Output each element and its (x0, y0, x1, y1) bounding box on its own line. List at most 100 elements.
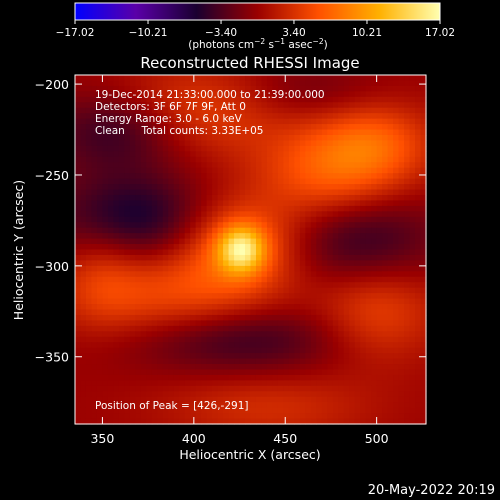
heatmap-cell (245, 309, 252, 316)
heatmap-cell (245, 249, 252, 256)
heatmap-cell (261, 96, 268, 103)
heatmap-cell (343, 200, 350, 207)
heatmap-cell (327, 320, 334, 327)
heatmap-cell (294, 107, 301, 114)
heatmap-cell (321, 287, 328, 294)
heatmap-cell (118, 385, 125, 392)
heatmap-cell (75, 222, 82, 229)
plot-area: 350 400 450 500 −200−250−300−350 (35, 74, 427, 446)
heatmap-cell (360, 331, 367, 338)
heatmap-cell (316, 145, 323, 152)
heatmap-cell (283, 184, 290, 191)
heatmap-cell (102, 75, 109, 82)
heatmap-cell (228, 189, 235, 196)
heatmap-cell (409, 391, 416, 398)
heatmap-cell (376, 342, 383, 349)
heatmap-cell (190, 124, 197, 131)
heatmap-cell (245, 369, 252, 376)
heatmap-cell (305, 353, 312, 360)
heatmap-cell (239, 374, 246, 381)
heatmap-cell (190, 178, 197, 185)
heatmap-cell (80, 418, 87, 425)
heatmap-cell (228, 271, 235, 278)
heatmap-cell (162, 320, 169, 327)
heatmap-cell (124, 189, 131, 196)
heatmap-cell (305, 265, 312, 272)
heatmap-cell (316, 347, 323, 354)
heatmap-cell (245, 184, 252, 191)
heatmap-cell (277, 200, 284, 207)
heatmap-cell (288, 309, 295, 316)
heatmap-cell (212, 75, 219, 82)
heatmap-cell (239, 162, 246, 169)
heatmap-cell (157, 293, 164, 300)
heatmap-cell (376, 102, 383, 109)
heatmap-cell (228, 374, 235, 381)
heatmap-cell (288, 173, 295, 180)
heatmap-cell (96, 184, 104, 191)
heatmap-cell (107, 320, 114, 327)
heatmap-cell (91, 75, 98, 82)
heatmap-cell (80, 118, 87, 125)
heatmap-cell (349, 331, 356, 338)
heatmap-cell (354, 282, 361, 289)
heatmap-cell (206, 194, 213, 202)
heatmap-cell (310, 80, 317, 87)
heatmap-cell (299, 249, 306, 256)
heatmap-cell (157, 282, 164, 289)
heatmap-cell (420, 309, 427, 316)
heatmap-cell (228, 124, 235, 131)
heatmap-cell (387, 287, 394, 294)
heatmap-cell (118, 96, 125, 103)
heatmap-cell (179, 320, 186, 327)
heatmap-cell (234, 118, 241, 125)
heatmap-cell (157, 358, 164, 365)
heatmap-cell (206, 107, 213, 114)
heatmap-cell (305, 249, 312, 256)
heatmap-cell (146, 194, 153, 202)
heatmap-cell (96, 304, 104, 311)
heatmap-cell (179, 287, 186, 294)
heatmap-cell (343, 118, 350, 125)
heatmap-cell (157, 102, 164, 109)
heatmap-cell (393, 124, 400, 131)
heatmap-cell (113, 385, 120, 392)
heatmap-cell (157, 385, 164, 392)
heatmap-cell (168, 374, 175, 381)
heatmap-cell (107, 254, 114, 261)
heatmap-cell (239, 145, 246, 152)
heatmap-cell (321, 276, 328, 283)
heatmap-cell (107, 369, 114, 376)
heatmap-cell (283, 102, 290, 109)
heatmap-cell (223, 173, 230, 180)
heatmap-cell (91, 200, 98, 207)
heatmap-cell (245, 113, 252, 120)
heatmap-cell (266, 418, 274, 425)
heatmap-cell (376, 336, 383, 343)
heatmap-cell (327, 80, 334, 87)
heatmap-cell (75, 173, 82, 180)
heatmap-cell (288, 227, 295, 234)
heatmap-cell (80, 276, 87, 283)
heatmap-cell (80, 156, 87, 163)
heatmap-cell (349, 249, 356, 256)
heatmap-cell (151, 227, 158, 234)
heatmap-cell (217, 402, 224, 409)
heatmap-cell (206, 287, 213, 294)
heatmap-cell (228, 129, 235, 136)
heatmap-cell (299, 85, 306, 92)
heatmap-cell (118, 413, 125, 420)
heatmap-cell (234, 233, 241, 240)
heatmap-cell (113, 271, 120, 278)
heatmap-cell (277, 364, 284, 371)
heatmap-cell (124, 134, 131, 142)
heatmap-cell (371, 227, 378, 234)
heatmap-cell (217, 271, 224, 278)
colorbar-tick-label: 3.40 (282, 27, 305, 39)
heatmap-cell (157, 216, 164, 223)
heatmap-cell (255, 314, 263, 321)
heatmap-cell (201, 156, 208, 163)
heatmap-cell (195, 298, 202, 305)
x-tick-label: 450 (273, 431, 297, 446)
heatmap-cell (85, 249, 93, 256)
